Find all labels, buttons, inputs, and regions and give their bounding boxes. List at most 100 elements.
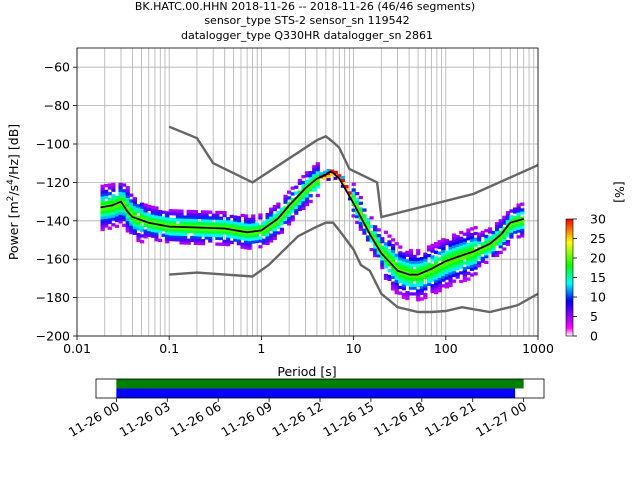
density-cell <box>512 210 518 214</box>
density-cell <box>118 205 123 210</box>
density-cell <box>150 220 155 224</box>
density-cell <box>132 228 137 233</box>
density-cell <box>394 288 399 292</box>
density-cell <box>376 254 381 258</box>
density-cell <box>308 176 313 181</box>
density-cell <box>495 239 500 243</box>
density-cell <box>157 224 163 228</box>
density-cell <box>197 224 202 228</box>
y-tick-label: −180 <box>36 290 70 305</box>
density-cell <box>104 215 109 219</box>
density-cell <box>229 232 234 236</box>
density-cell <box>469 253 475 257</box>
density-cell <box>193 227 198 231</box>
density-cell <box>186 209 191 214</box>
density-cell <box>161 233 166 237</box>
density-cell <box>118 197 123 201</box>
density-cell <box>104 224 109 228</box>
density-cell <box>398 291 403 295</box>
density-cell <box>315 193 320 198</box>
density-cell <box>258 230 263 234</box>
density-cell <box>193 241 198 245</box>
density-cell <box>218 222 224 226</box>
density-cell <box>437 277 442 281</box>
density-cell <box>373 236 378 240</box>
density-cell <box>437 283 442 287</box>
density-cell <box>183 224 188 228</box>
density-cell <box>333 170 338 175</box>
density-cell <box>405 282 410 286</box>
density-cell <box>444 250 450 254</box>
density-cell <box>107 220 112 225</box>
mean-psd-line <box>100 170 524 276</box>
density-cell <box>491 248 496 252</box>
density-cell <box>480 242 485 246</box>
density-cell <box>247 243 252 247</box>
density-cell <box>172 235 177 239</box>
density-cell <box>261 241 267 245</box>
density-cell <box>473 243 478 247</box>
density-cell <box>477 252 482 256</box>
density-cell <box>240 213 245 218</box>
density-cell <box>416 277 421 282</box>
density-cell <box>451 265 457 269</box>
density-cell <box>229 226 234 230</box>
density-cell <box>441 238 446 242</box>
density-cell <box>391 249 396 254</box>
density-cell <box>401 292 406 297</box>
density-cell <box>236 221 242 226</box>
density-cell <box>150 222 155 227</box>
noise-model-curves <box>168 125 538 314</box>
density-cell <box>301 206 306 211</box>
density-cell <box>408 260 414 264</box>
density-cell <box>172 209 177 213</box>
density-cell <box>118 217 123 221</box>
density-cell <box>301 180 306 185</box>
density-cell <box>416 263 421 267</box>
density-cell <box>139 219 145 224</box>
density-cell <box>312 168 317 172</box>
density-cell <box>462 270 467 274</box>
density-cell <box>419 262 424 267</box>
density-cell <box>495 230 500 235</box>
density-cell <box>387 257 392 261</box>
density-cell <box>247 223 252 227</box>
density-cell <box>290 209 295 213</box>
density-cell <box>441 249 446 253</box>
density-cell <box>276 225 281 229</box>
density-cell <box>129 193 134 197</box>
density-cell <box>459 242 464 246</box>
density-cell <box>319 172 324 176</box>
density-cell <box>287 196 292 200</box>
density-cell <box>222 225 227 229</box>
density-cell <box>498 219 503 223</box>
density-cell <box>394 265 399 269</box>
density-cell <box>441 278 446 282</box>
density-cell <box>344 185 349 189</box>
density-cell <box>416 298 421 302</box>
density-cell <box>183 218 188 222</box>
density-cell <box>505 213 510 218</box>
y-axis-label: Power [m2/s4/Hz] [dB] <box>6 124 21 260</box>
density-cell <box>147 219 152 223</box>
density-cell <box>197 213 202 217</box>
density-cell <box>487 230 493 234</box>
density-cell <box>200 218 206 223</box>
density-cell <box>434 279 439 283</box>
density-cell <box>179 238 184 242</box>
density-cell <box>426 282 432 287</box>
density-cell <box>276 211 281 215</box>
density-cell <box>147 224 152 229</box>
density-cell <box>502 232 507 237</box>
density-cell <box>326 177 331 181</box>
density-cell <box>143 215 148 219</box>
density-cell <box>469 261 475 266</box>
density-cell <box>172 238 177 242</box>
density-cell <box>430 258 435 262</box>
density-cell <box>179 223 184 228</box>
time-tick-label: 11-26 00 <box>66 399 122 440</box>
density-cell <box>365 220 371 225</box>
density-cell <box>118 214 123 218</box>
density-cell <box>283 194 288 199</box>
density-cell <box>304 171 310 175</box>
